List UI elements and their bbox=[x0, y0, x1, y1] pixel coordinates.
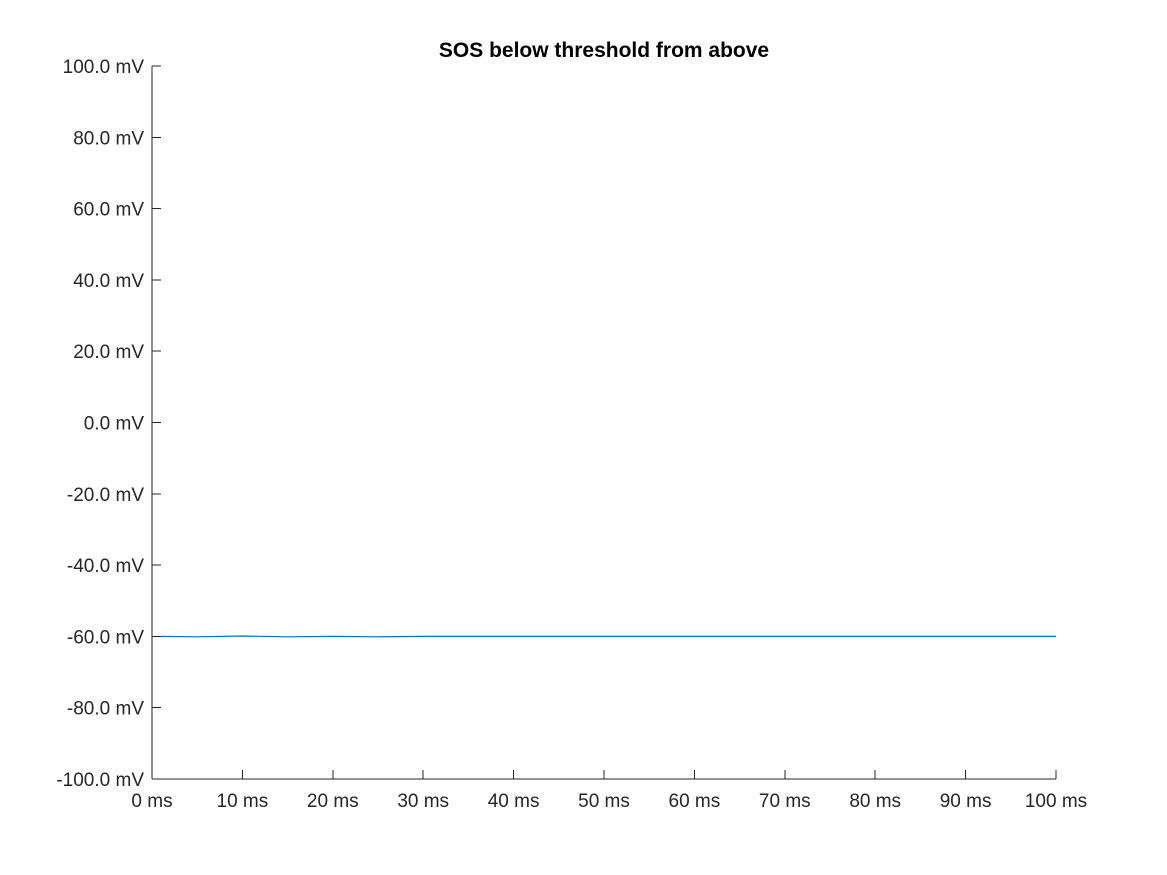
y-tick-label: -40.0 mV bbox=[67, 556, 144, 577]
y-tick-label: 0.0 mV bbox=[84, 414, 145, 435]
series-lines bbox=[160, 635, 1056, 638]
x-tick-label: 100 ms bbox=[1025, 791, 1087, 812]
x-tick-label: 50 ms bbox=[578, 791, 630, 812]
y-tick-label: 60.0 mV bbox=[73, 200, 144, 221]
y-tick-label: 40.0 mV bbox=[73, 271, 144, 292]
x-tick-label: 40 ms bbox=[488, 791, 540, 812]
x-tick-label: 20 ms bbox=[307, 791, 359, 812]
y-tick-label: -20.0 mV bbox=[67, 485, 144, 506]
x-tick-label: 70 ms bbox=[759, 791, 811, 812]
axes bbox=[151, 66, 1056, 780]
y-tick-label: 80.0 mV bbox=[73, 128, 144, 149]
x-tick-label: 60 ms bbox=[669, 791, 721, 812]
y-tick-label: 20.0 mV bbox=[73, 342, 144, 363]
ticks: 100.0 mV 80.0 mV 60.0 mV 40.0 mV 20.0 mV 0.0 … bbox=[56, 57, 1087, 812]
x-tick-label: 0 ms bbox=[131, 791, 172, 812]
x-tick-label: 30 ms bbox=[397, 791, 449, 812]
y-tick-label: -80.0 mV bbox=[67, 699, 144, 720]
y-tick-label: -100.0 mV bbox=[56, 770, 144, 791]
series-line bbox=[160, 635, 1056, 638]
chart-title: SOS below threshold from above bbox=[439, 39, 769, 62]
y-tick-label: 100.0 mV bbox=[63, 57, 145, 78]
x-tick-label: 90 ms bbox=[940, 791, 992, 812]
x-tick-label: 80 ms bbox=[849, 791, 901, 812]
y-tick-label: -60.0 mV bbox=[67, 627, 144, 648]
x-tick-label: 10 ms bbox=[217, 791, 269, 812]
